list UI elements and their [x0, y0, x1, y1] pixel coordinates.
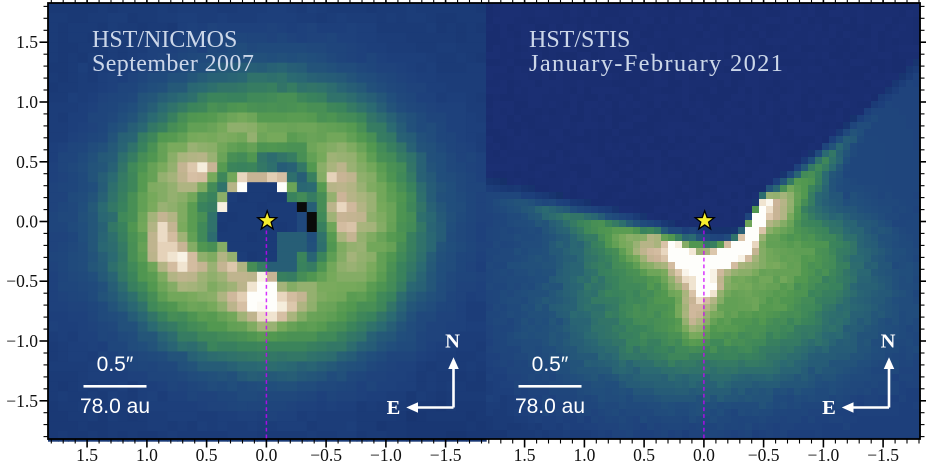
svg-text:HST/NICMOS: HST/NICMOS — [92, 27, 237, 53]
svg-text:78.0 au: 78.0 au — [515, 395, 585, 418]
svg-text:0.5: 0.5 — [633, 445, 655, 465]
svg-text:1.5: 1.5 — [16, 32, 38, 52]
svg-text:1.5: 1.5 — [76, 445, 98, 465]
svg-text:1.0: 1.0 — [136, 445, 158, 465]
svg-text:January-February 2021: January-February 2021 — [529, 50, 784, 77]
svg-text:−1.0: −1.0 — [370, 445, 402, 465]
svg-text:−0.5: −0.5 — [748, 445, 780, 465]
svg-text:E: E — [387, 397, 401, 419]
svg-text:−1.5: −1.5 — [867, 445, 899, 465]
svg-text:−0.5: −0.5 — [310, 445, 342, 465]
svg-text:78.0 au: 78.0 au — [80, 395, 150, 418]
svg-text:0.0: 0.0 — [16, 212, 38, 232]
svg-text:0.5″: 0.5″ — [532, 353, 569, 376]
svg-text:0.0: 0.0 — [693, 445, 715, 465]
svg-text:−1.0: −1.0 — [808, 445, 840, 465]
svg-text:−1.0: −1.0 — [6, 331, 38, 351]
svg-text:1.5: 1.5 — [514, 445, 536, 465]
svg-text:0.5: 0.5 — [16, 152, 38, 172]
svg-text:E: E — [822, 397, 836, 419]
svg-text:1.0: 1.0 — [16, 92, 38, 112]
svg-text:N: N — [881, 331, 896, 353]
svg-text:1.0: 1.0 — [573, 445, 595, 465]
svg-text:0.5: 0.5 — [196, 445, 218, 465]
svg-text:September 2007: September 2007 — [92, 51, 254, 77]
svg-text:−0.5: −0.5 — [6, 271, 38, 291]
svg-text:N: N — [445, 331, 460, 353]
svg-text:−1.5: −1.5 — [430, 445, 462, 465]
svg-text:0.0: 0.0 — [255, 445, 277, 465]
svg-text:0.5″: 0.5″ — [97, 353, 134, 376]
svg-text:−1.5: −1.5 — [6, 391, 38, 411]
svg-text:HST/STIS: HST/STIS — [529, 27, 630, 53]
